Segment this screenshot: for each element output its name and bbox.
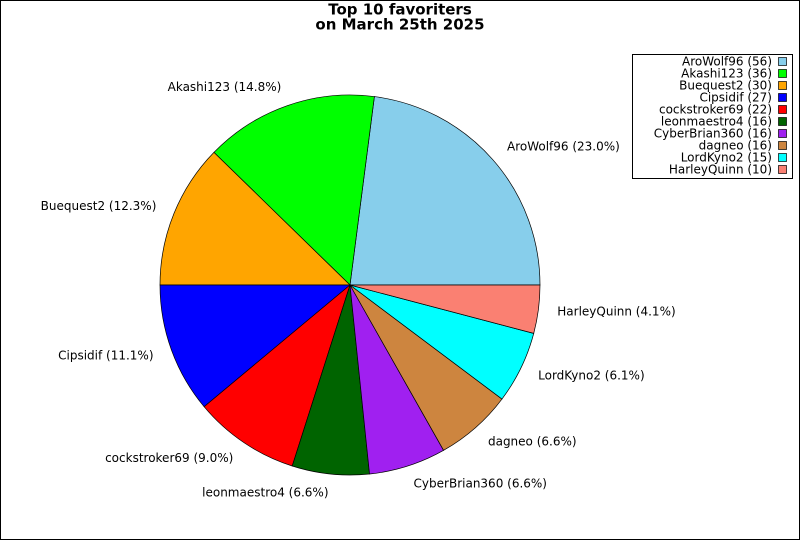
pie-slice — [159, 284, 351, 408]
legend-swatch — [778, 93, 787, 102]
legend-label: cockstroker69 (22) — [659, 103, 772, 117]
slice-label: AroWolf96 (23.0%) — [507, 140, 620, 154]
pie-slice — [159, 151, 351, 286]
legend-swatch — [778, 165, 787, 174]
legend-swatch — [778, 117, 787, 126]
pie-slice — [349, 96, 541, 286]
legend-label: Buequest2 (30) — [679, 79, 772, 93]
slice-label: dagneo (6.6%) — [488, 434, 577, 448]
slice-label: Akashi123 (14.8%) — [168, 80, 282, 94]
legend-label: leonmaestro4 (16) — [661, 115, 772, 129]
chart-title: Top 10 favoriters — [328, 1, 472, 19]
slice-label: LordKyno2 (6.1%) — [538, 369, 645, 383]
legend-label: CyberBrian360 (16) — [654, 127, 772, 141]
legend-swatch — [778, 69, 787, 78]
legend-swatch — [778, 129, 787, 138]
legend-label: AroWolf96 (56) — [682, 55, 772, 69]
legend-label: Cipsidif (27) — [699, 91, 772, 105]
legend-swatch — [778, 153, 787, 162]
legend-swatch — [778, 81, 787, 90]
slice-label: Buequest2 (12.3%) — [41, 199, 157, 213]
legend-label: dagneo (16) — [699, 139, 772, 153]
slice-label: HarleyQuinn (4.1%) — [557, 304, 675, 318]
slice-label: CyberBrian360 (6.6%) — [414, 477, 547, 491]
slice-label: cockstroker69 (9.0%) — [105, 451, 233, 465]
slice-label: leonmaestro4 (6.6%) — [202, 485, 328, 499]
pie-slice — [203, 283, 351, 467]
legend-swatch — [778, 105, 787, 114]
legend-label: LordKyno2 (15) — [681, 151, 772, 165]
legend-label: Akashi123 (36) — [681, 67, 772, 81]
slice-label: Cipsidif (11.1%) — [58, 349, 153, 363]
legend-swatch — [778, 57, 787, 66]
pie-slice — [349, 284, 541, 334]
legend-swatch — [778, 141, 787, 150]
pie-slice — [213, 94, 375, 286]
legend-box — [632, 54, 793, 179]
chart-subtitle: on March 25th 2025 — [315, 16, 484, 34]
legend-label: HarleyQuinn (10) — [669, 163, 772, 177]
